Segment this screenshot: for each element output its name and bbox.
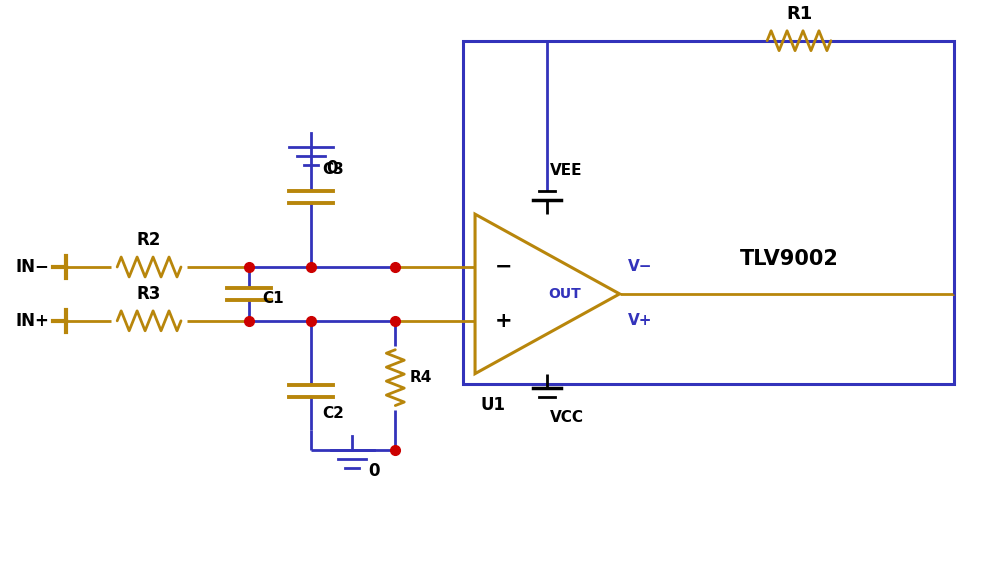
Text: R4: R4 bbox=[409, 370, 432, 385]
Text: C3: C3 bbox=[323, 162, 344, 177]
Text: OUT: OUT bbox=[548, 287, 581, 301]
Text: 0: 0 bbox=[327, 159, 338, 177]
Text: C1: C1 bbox=[263, 291, 284, 306]
Text: C2: C2 bbox=[323, 405, 344, 420]
Text: R3: R3 bbox=[137, 285, 161, 303]
Text: TLV9002: TLV9002 bbox=[740, 249, 839, 269]
Text: 0: 0 bbox=[369, 463, 380, 481]
Text: V+: V+ bbox=[628, 313, 652, 328]
Text: R1: R1 bbox=[786, 5, 812, 23]
Text: U1: U1 bbox=[480, 395, 505, 413]
Text: VEE: VEE bbox=[549, 163, 583, 178]
Text: IN−: IN− bbox=[16, 258, 49, 276]
Text: V−: V− bbox=[628, 259, 652, 274]
Text: R2: R2 bbox=[137, 231, 161, 249]
Text: −: − bbox=[495, 257, 512, 277]
Text: +: + bbox=[495, 311, 513, 331]
Text: IN+: IN+ bbox=[16, 312, 49, 330]
Text: VCC: VCC bbox=[549, 409, 584, 424]
